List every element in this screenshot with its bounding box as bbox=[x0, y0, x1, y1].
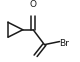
Text: O: O bbox=[30, 0, 37, 9]
Text: Br: Br bbox=[60, 39, 69, 48]
